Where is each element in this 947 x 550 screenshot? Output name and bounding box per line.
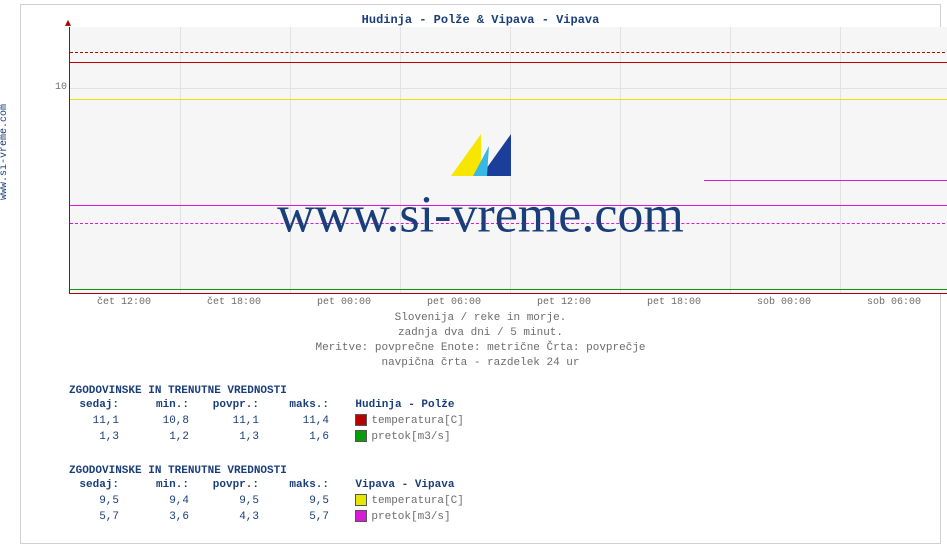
x-tick-label: sob 06:00 bbox=[867, 297, 921, 308]
stats-block-2: ZGODOVINSKE IN TRENUTNE VREDNOSTI sedaj:… bbox=[69, 465, 464, 525]
station-name: Hudinja - Polže bbox=[355, 399, 454, 411]
chart-subtitle: Slovenija / reke in morje. zadnja dva dn… bbox=[21, 311, 940, 371]
watermark-text: www.si-vreme.com bbox=[277, 186, 684, 245]
stats-columns: sedaj:min.:povpr.:maks.: Vipava - Vipava bbox=[69, 477, 464, 493]
stats-columns: sedaj:min.:povpr.:maks.: Hudinja - Polže bbox=[69, 397, 464, 413]
legend-swatch-icon bbox=[355, 414, 367, 426]
chart-frame: Hudinja - Polže & Vipava - Vipava ▸ ▴ ww… bbox=[20, 4, 941, 544]
series-line-temp2 bbox=[70, 99, 947, 100]
x-tick-label: čet 12:00 bbox=[97, 297, 151, 308]
subtitle-line: Slovenija / reke in morje. bbox=[21, 311, 940, 326]
stats-row: 9,59,49,59,5 temperatura[C] bbox=[69, 493, 464, 509]
x-tick-label: čet 18:00 bbox=[207, 297, 261, 308]
x-tick-label: sob 00:00 bbox=[757, 297, 811, 308]
stats-block-1: ZGODOVINSKE IN TRENUTNE VREDNOSTI sedaj:… bbox=[69, 385, 464, 445]
stats-header: ZGODOVINSKE IN TRENUTNE VREDNOSTI bbox=[69, 385, 464, 397]
stats-row: 5,73,64,35,7 pretok[m3/s] bbox=[69, 509, 464, 525]
series-label: pretok[m3/s] bbox=[371, 431, 450, 443]
x-tick-label: pet 06:00 bbox=[427, 297, 481, 308]
stats-row: 1,31,21,31,6 pretok[m3/s] bbox=[69, 429, 464, 445]
legend-swatch-icon bbox=[355, 510, 367, 522]
x-tick-label: pet 00:00 bbox=[317, 297, 371, 308]
series-line-lim2 bbox=[70, 52, 947, 53]
series-line-temp1 bbox=[70, 62, 947, 63]
stats-header: ZGODOVINSKE IN TRENUTNE VREDNOSTI bbox=[69, 465, 464, 477]
subtitle-line: Meritve: povprečne Enote: metrične Črta:… bbox=[21, 341, 940, 356]
series-line-flow1 bbox=[70, 289, 947, 290]
subtitle-line: navpična črta - razdelek 24 ur bbox=[21, 356, 940, 371]
subtitle-line: zadnja dva dni / 5 minut. bbox=[21, 326, 940, 341]
y-tick-label: 10 bbox=[51, 82, 67, 93]
watermark-logo-icon bbox=[451, 134, 511, 176]
legend-swatch-icon bbox=[355, 494, 367, 506]
series-label: temperatura[C] bbox=[371, 415, 463, 427]
series-label: temperatura[C] bbox=[371, 495, 463, 507]
source-url-sidelabel: www.si-vreme.com bbox=[0, 104, 10, 200]
x-tick-label: pet 18:00 bbox=[647, 297, 701, 308]
y-axis-arrow-icon: ▴ bbox=[65, 17, 71, 29]
legend-swatch-icon bbox=[355, 430, 367, 442]
stats-row: 11,110,811,111,4 temperatura[C] bbox=[69, 413, 464, 429]
series-label: pretok[m3/s] bbox=[371, 511, 450, 523]
station-name: Vipava - Vipava bbox=[355, 479, 454, 491]
chart-title: Hudinja - Polže & Vipava - Vipava bbox=[21, 13, 940, 27]
x-tick-label: pet 12:00 bbox=[537, 297, 591, 308]
series-line-flow2-step bbox=[704, 180, 947, 181]
